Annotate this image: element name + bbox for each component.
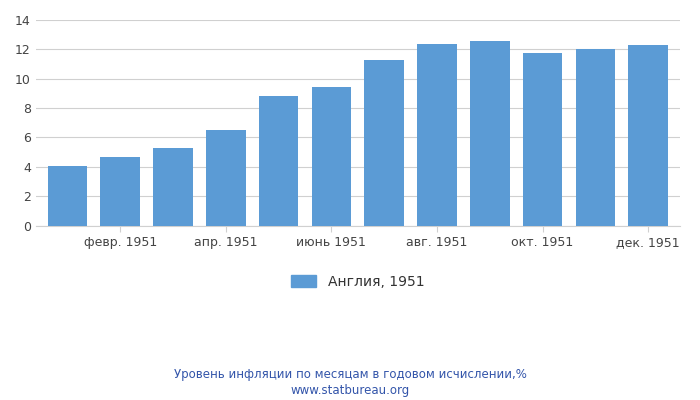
- Bar: [629, 45, 668, 226]
- Bar: [153, 148, 193, 226]
- Bar: [523, 53, 562, 226]
- Bar: [206, 130, 246, 226]
- Bar: [575, 49, 615, 226]
- Bar: [470, 41, 510, 226]
- Bar: [365, 60, 404, 226]
- Bar: [312, 87, 351, 226]
- Bar: [48, 166, 88, 226]
- Legend: Англия, 1951: Англия, 1951: [286, 270, 430, 294]
- Bar: [417, 44, 457, 226]
- Text: www.statbureau.org: www.statbureau.org: [290, 384, 410, 397]
- Bar: [259, 96, 298, 226]
- Bar: [100, 157, 140, 226]
- Text: Уровень инфляции по месяцам в годовом исчислении,%: Уровень инфляции по месяцам в годовом ис…: [174, 368, 526, 381]
